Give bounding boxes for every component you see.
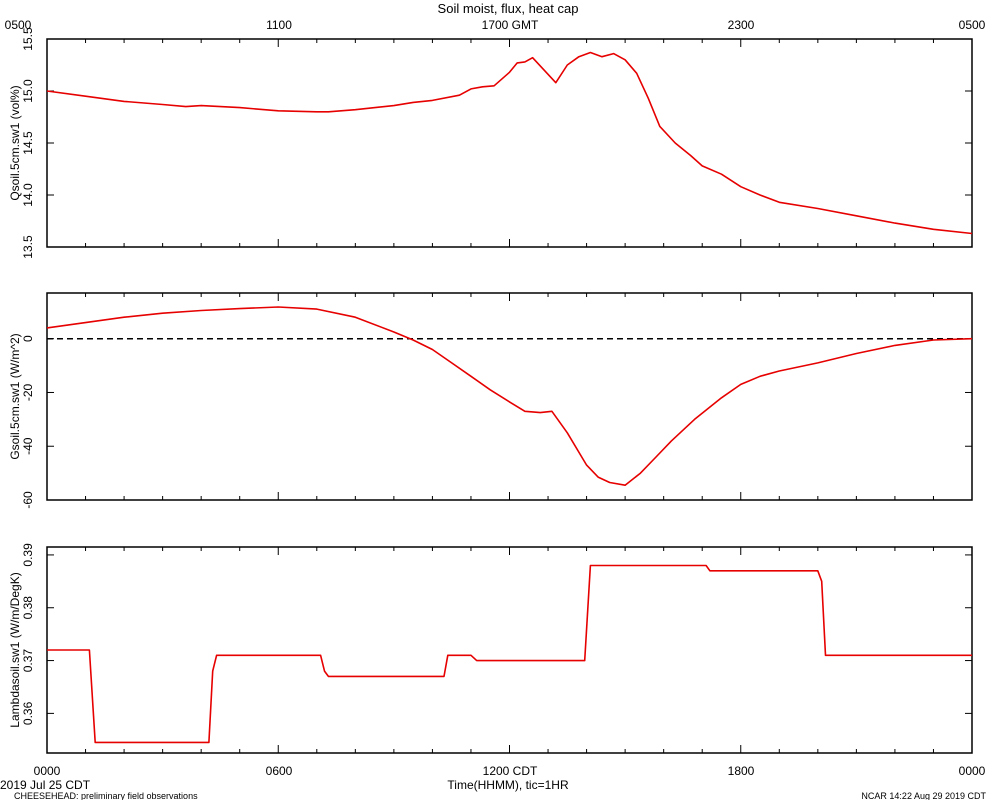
top-tick-label: 1100 [266, 18, 292, 32]
series-line [46, 306, 973, 487]
y-axis-label: Qsoil.5cm.sw1 (vol%) [8, 85, 22, 200]
bottom-tick-label: 1800 [728, 764, 755, 778]
y-tick-label: -20 [21, 383, 35, 401]
y-axis-label: Gsoil.5cm.sw1 (W/m^2) [8, 333, 22, 459]
top-tick-label: 0500 [959, 18, 986, 32]
top-tick-label: 1700 GMT [482, 18, 539, 32]
ncar-stamp: NCAR 14:22 Aug 29 2019 CDT [861, 791, 986, 800]
y-tick-label: 13.5 [21, 235, 35, 259]
bottom-tick-label: 0600 [266, 764, 293, 778]
soil-moisture-panel: 13.5 14.0 14.5 15.0 15.5 Qsoil.5cm.sw1 (vol%) [8, 27, 973, 259]
bottom-tick-label: 0000 [959, 764, 986, 778]
y-tick-label: 14.5 [21, 131, 35, 155]
plot-frame [46, 292, 973, 501]
series-line [46, 51, 973, 235]
y-tick-label: 0 [21, 335, 35, 342]
series-line [47, 564, 972, 744]
bottom-tick-label: 0000 [34, 764, 61, 778]
top-tick-label: 0500 [5, 18, 32, 32]
date-label: 2019 Jul 25 CDT [0, 778, 91, 792]
bottom-tick-label: 1200 CDT [483, 764, 538, 778]
x-axis-label: Time(HHMM), tic=1HR [447, 778, 569, 792]
y-tick-label: 0.36 [21, 701, 35, 725]
plot-frame [46, 38, 973, 248]
y-tick-label: 14.0 [21, 183, 35, 207]
y-tick-label: -40 [21, 437, 35, 455]
y-tick-label: 0.38 [21, 596, 35, 620]
y-tick-label: -60 [21, 491, 35, 509]
chart-title: Soil moist, flux, heat cap [438, 1, 579, 16]
plot-frame [46, 546, 973, 754]
project-label: CHEESEHEAD: preliminary field observatio… [14, 791, 198, 800]
y-axis-label: Lambdasoil.sw1 (W/m/DegK) [8, 572, 22, 727]
y-tick-label: 15.0 [21, 79, 35, 103]
y-tick-label: 0.39 [21, 543, 35, 567]
thermal-conductivity-panel: 0.36 0.37 0.38 0.39 Lambdasoil.sw1 (W/m/DegK… [8, 543, 973, 754]
y-tick-label: 15.5 [21, 27, 35, 51]
y-tick-label: 0.37 [21, 649, 35, 673]
bottom-axis-labels: 0000 0600 1200 CDT 1800 0000 [34, 764, 986, 778]
top-axis-labels: 0500 1100 1700 GMT 2300 0500 [5, 18, 986, 32]
top-tick-label: 2300 [728, 18, 755, 32]
